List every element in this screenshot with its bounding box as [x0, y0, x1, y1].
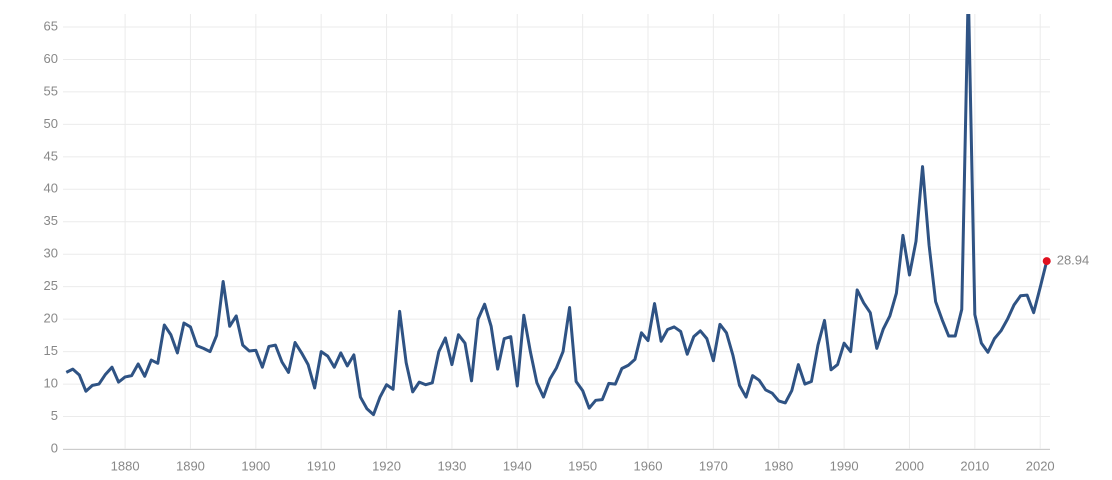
- y-tick-label: 5: [51, 408, 58, 423]
- y-tick-label: 30: [44, 246, 58, 261]
- y-tick-label: 50: [44, 116, 58, 131]
- x-tick-label: 2020: [1026, 458, 1055, 473]
- x-tick-label: 1950: [568, 458, 597, 473]
- x-tick-label: 1880: [111, 458, 140, 473]
- y-tick-label: 35: [44, 213, 58, 228]
- x-tick-label: 1960: [634, 458, 663, 473]
- x-tick-label: 1980: [764, 458, 793, 473]
- last-value-label: 28.94: [1057, 253, 1090, 268]
- x-tick-label: 1990: [830, 458, 859, 473]
- y-tick-label: 65: [44, 18, 58, 33]
- y-tick-label: 0: [51, 440, 58, 455]
- x-tick-label: 2010: [960, 458, 989, 473]
- last-point: [1042, 257, 1051, 266]
- x-tick-label: 1930: [437, 458, 466, 473]
- x-tick-label: 2000: [895, 458, 924, 473]
- y-tick-label: 60: [44, 51, 58, 66]
- x-tick-label: 1910: [307, 458, 336, 473]
- y-tick-label: 10: [44, 376, 58, 391]
- y-tick-label: 40: [44, 181, 58, 196]
- y-tick-label: 20: [44, 311, 58, 326]
- x-tick-label: 1970: [699, 458, 728, 473]
- y-tick-label: 45: [44, 148, 58, 163]
- y-tick-label: 55: [44, 83, 58, 98]
- x-tick-label: 1900: [241, 458, 270, 473]
- y-tick-label: 15: [44, 343, 58, 358]
- x-tick-label: 1920: [372, 458, 401, 473]
- line: [65, 14, 1049, 417]
- x-tick-label: 1940: [503, 458, 532, 473]
- x-tick-label: 1890: [176, 458, 205, 473]
- y-tick-label: 25: [44, 278, 58, 293]
